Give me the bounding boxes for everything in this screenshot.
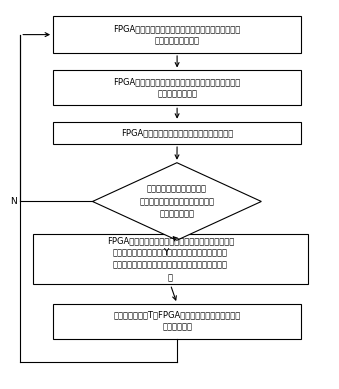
Bar [33, 234, 308, 284]
Polygon shape [93, 163, 261, 240]
Bar [53, 16, 301, 53]
Text: FPGA控制器与锰酸锂电池电压检测模块通信，获得每
个锰酸锂电池的电压: FPGA控制器与锰酸锂电池电压检测模块通信，获得每 个锰酸锂电池的电压 [114, 24, 241, 45]
Text: 等待设定的时间T，FPGA控制器通过控制端子断开所
有接触器开关: 等待设定的时间T，FPGA控制器通过控制端子断开所 有接触器开关 [114, 311, 241, 332]
Text: FPGA控制器根据获得的锰酸锂电池电压，找出电压值
最大的锰酸锂电池: FPGA控制器根据获得的锰酸锂电池电压，找出电压值 最大的锰酸锂电池 [114, 77, 241, 98]
Text: FPGA通过控制电压最大锰酸锂电池单体对应的第一接
触器和第二接触器使电压值最大的锰酸锂电池单体与
所述放电电阻的并联，对所述锰酸锂电池单体进行放
电: FPGA通过控制电压最大锰酸锂电池单体对应的第一接 触器和第二接触器使电压值最大… [107, 237, 234, 282]
Bar [53, 70, 301, 105]
Text: N: N [10, 197, 17, 206]
Bar [53, 122, 301, 144]
Text: Y: Y [163, 248, 169, 257]
Text: FPGA控制器求出所有锰酸锂电池电压的平均值: FPGA控制器求出所有锰酸锂电池电压的平均值 [121, 128, 233, 137]
Text: 电压值最大的锰酸锂电池电
压与所有锰酸锂电池平均电压偏差
大于一设定阈值: 电压值最大的锰酸锂电池电 压与所有锰酸锂电池平均电压偏差 大于一设定阈值 [139, 185, 215, 218]
Bar [53, 304, 301, 339]
